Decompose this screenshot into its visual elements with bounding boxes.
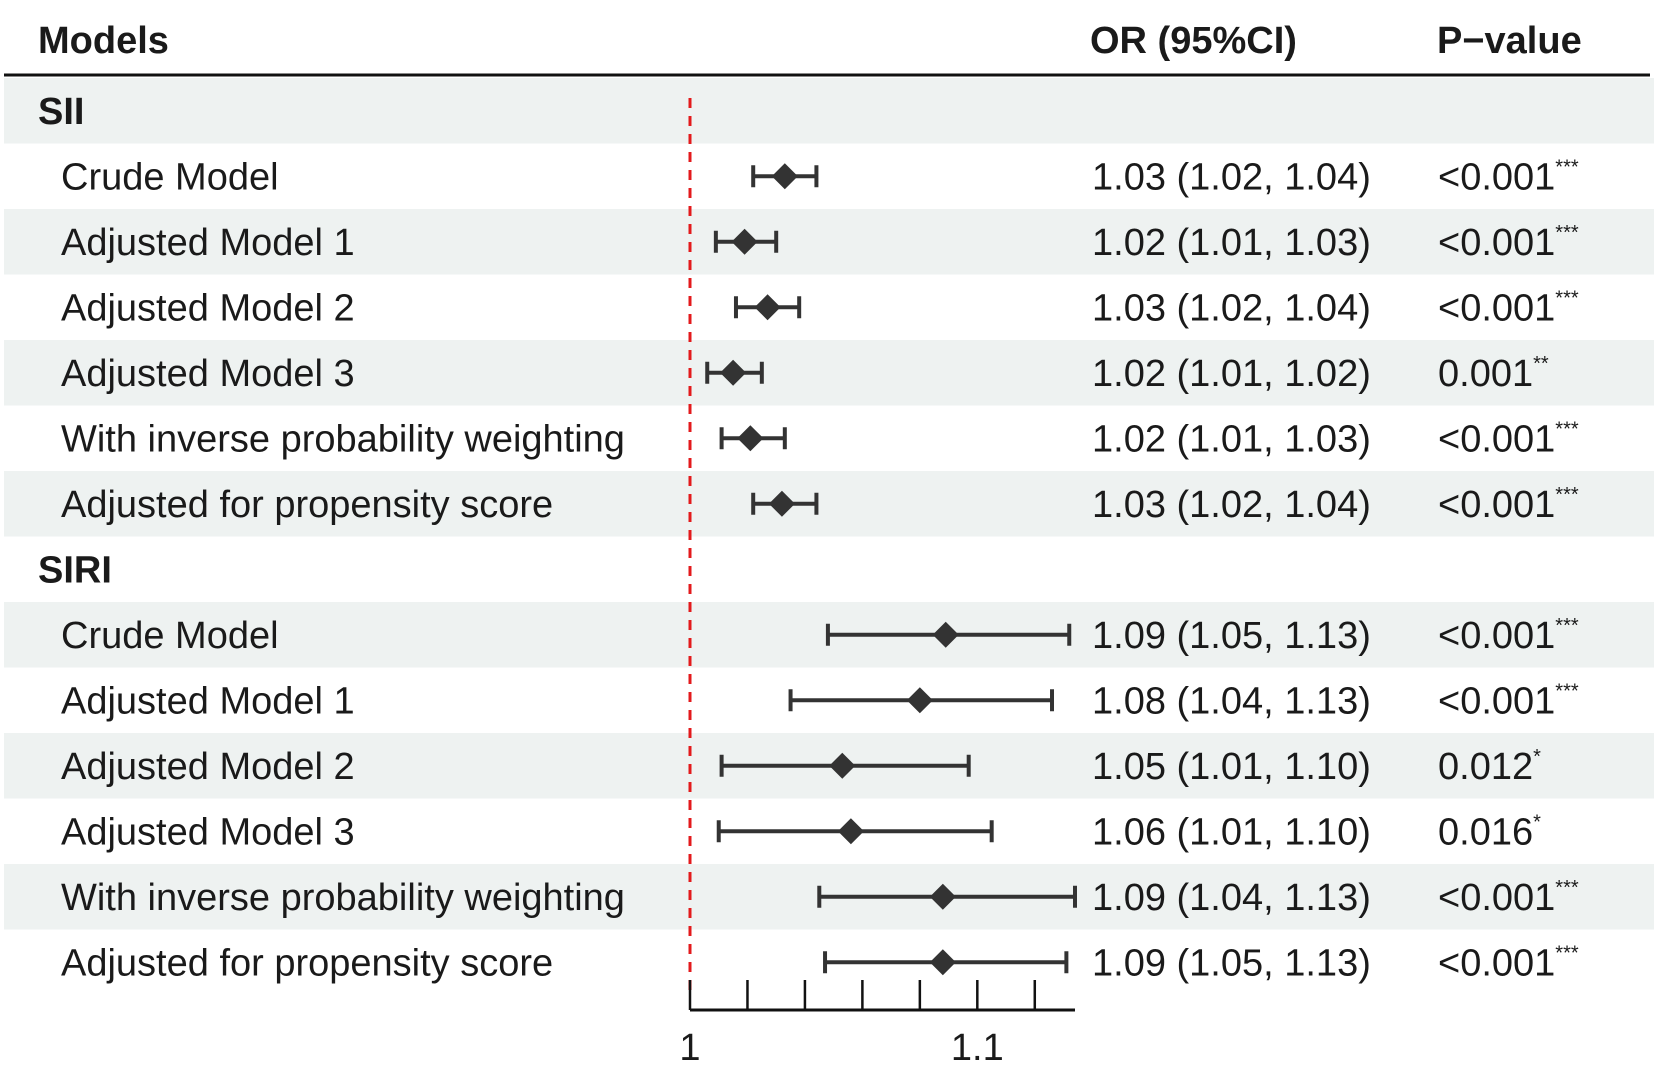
row-label: Crude Model — [61, 156, 279, 198]
significance-stars: *** — [1555, 680, 1579, 702]
x-axis: 1 1.1 — [679, 980, 1075, 1069]
row-label: Adjusted Model 2 — [61, 287, 355, 329]
significance-stars: *** — [1555, 615, 1579, 637]
row-label: Adjusted Model 3 — [61, 353, 355, 395]
or-ci-text: 1.06 (1.01, 1.10) — [1092, 811, 1371, 853]
p-value-text: 0.016* — [1438, 811, 1541, 853]
significance-stars: *** — [1555, 156, 1579, 178]
or-point — [929, 883, 956, 910]
row-label: Adjusted for propensity score — [61, 484, 553, 526]
p-value-text: <0.001*** — [1438, 418, 1579, 460]
significance-stars: *** — [1555, 418, 1579, 440]
p-value-text: <0.001*** — [1438, 287, 1579, 329]
significance-stars: *** — [1555, 877, 1579, 899]
p-value-text: <0.001*** — [1438, 942, 1579, 984]
or-ci-text: 1.09 (1.05, 1.13) — [1092, 942, 1371, 984]
x-tick-label: 1.1 — [951, 1027, 1004, 1069]
row-label: With inverse probability weighting — [61, 877, 625, 919]
row-stripe — [4, 471, 1654, 537]
or-ci-text: 1.03 (1.02, 1.04) — [1092, 287, 1371, 329]
significance-stars: * — [1533, 811, 1541, 833]
significance-stars: ** — [1533, 353, 1549, 375]
x-tick-label: 1 — [679, 1027, 700, 1069]
group-label: SIRI — [38, 549, 112, 591]
significance-stars: *** — [1555, 484, 1579, 506]
or-ci-text: 1.08 (1.04, 1.13) — [1092, 680, 1371, 722]
or-ci-text: 1.03 (1.02, 1.04) — [1092, 484, 1371, 526]
header-p-value: P−value — [1437, 20, 1582, 62]
estimate-marks — [705, 163, 1077, 976]
or-ci-text: 1.09 (1.05, 1.13) — [1092, 615, 1371, 657]
or-point — [771, 163, 798, 190]
or-point — [731, 228, 758, 255]
p-value-text: 0.001** — [1438, 353, 1549, 395]
or-point — [754, 294, 781, 321]
p-value-text: <0.001*** — [1438, 156, 1579, 198]
row-label: Adjusted Model 1 — [61, 680, 355, 722]
or-ci-text: 1.09 (1.04, 1.13) — [1092, 877, 1371, 919]
or-point — [720, 359, 747, 386]
or-ci-text: 1.05 (1.01, 1.10) — [1092, 746, 1371, 788]
or-point — [837, 818, 864, 845]
or-ci-text: 1.02 (1.01, 1.03) — [1092, 418, 1371, 460]
row-stripe — [4, 340, 1654, 406]
row-label: With inverse probability weighting — [61, 418, 625, 460]
row-label: Adjusted for propensity score — [61, 942, 553, 984]
or-point — [929, 949, 956, 976]
or-ci-text: 1.03 (1.02, 1.04) — [1092, 156, 1371, 198]
or-ci-text: 1.02 (1.01, 1.02) — [1092, 353, 1371, 395]
row-stripe — [4, 209, 1654, 275]
p-value-text: <0.001*** — [1438, 680, 1579, 722]
row-label: Crude Model — [61, 615, 279, 657]
or-point — [737, 425, 764, 452]
header-or: OR (95%CI) — [1090, 20, 1297, 62]
or-point — [906, 687, 933, 714]
header-models: Models — [38, 20, 169, 62]
significance-stars: *** — [1555, 222, 1579, 244]
row-stripe — [4, 78, 1654, 144]
or-point — [932, 621, 959, 648]
row-labels: SII Crude Model 1.03 (1.02, 1.04) <0.001***… — [38, 91, 1579, 985]
row-label: Adjusted Model 1 — [61, 222, 355, 264]
or-point — [829, 752, 856, 779]
group-label: SII — [38, 91, 84, 133]
row-label: Adjusted Model 2 — [61, 746, 355, 788]
significance-stars: *** — [1555, 942, 1579, 964]
or-point — [768, 490, 795, 517]
significance-stars: * — [1533, 746, 1541, 768]
row-label: Adjusted Model 3 — [61, 811, 355, 853]
or-ci-text: 1.02 (1.01, 1.03) — [1092, 222, 1371, 264]
p-value-text: 0.012* — [1438, 746, 1541, 788]
significance-stars: *** — [1555, 287, 1579, 309]
